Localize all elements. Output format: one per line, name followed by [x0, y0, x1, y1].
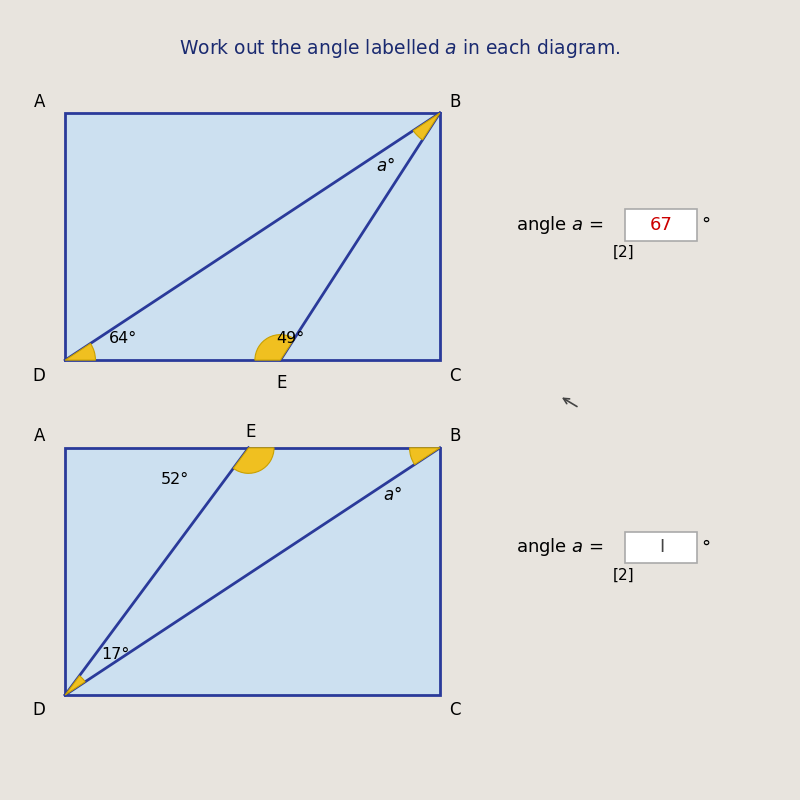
Text: D: D — [32, 702, 46, 719]
FancyBboxPatch shape — [625, 209, 698, 241]
Wedge shape — [65, 676, 85, 695]
Text: D: D — [32, 366, 46, 385]
Text: [2]: [2] — [613, 245, 634, 260]
Text: E: E — [277, 374, 287, 393]
Text: [2]: [2] — [613, 568, 634, 583]
Text: A: A — [34, 427, 46, 446]
Wedge shape — [255, 334, 294, 360]
Wedge shape — [65, 343, 95, 360]
Text: C: C — [450, 366, 461, 385]
Text: $a$°: $a$° — [382, 486, 402, 504]
Text: C: C — [450, 702, 461, 719]
Polygon shape — [65, 113, 440, 360]
Text: 17°: 17° — [101, 647, 130, 662]
Text: 49°: 49° — [277, 330, 305, 346]
Text: B: B — [450, 427, 461, 446]
Wedge shape — [414, 113, 440, 140]
Text: B: B — [450, 93, 461, 110]
Text: $a$°: $a$° — [376, 157, 395, 175]
Text: angle $a$ =: angle $a$ = — [515, 537, 603, 558]
Text: °: ° — [702, 538, 710, 557]
Text: angle $a$ =: angle $a$ = — [515, 214, 603, 236]
Text: I: I — [659, 538, 664, 557]
Text: 67: 67 — [650, 216, 673, 234]
Text: Work out the angle labelled $a$ in each diagram.: Work out the angle labelled $a$ in each … — [179, 38, 621, 60]
Text: A: A — [34, 93, 46, 110]
Wedge shape — [410, 448, 440, 465]
Text: °: ° — [702, 216, 710, 234]
Polygon shape — [65, 448, 440, 695]
Text: 52°: 52° — [161, 472, 189, 486]
Text: E: E — [245, 423, 255, 442]
FancyBboxPatch shape — [625, 531, 698, 563]
Wedge shape — [234, 448, 274, 474]
Text: 64°: 64° — [109, 330, 138, 346]
